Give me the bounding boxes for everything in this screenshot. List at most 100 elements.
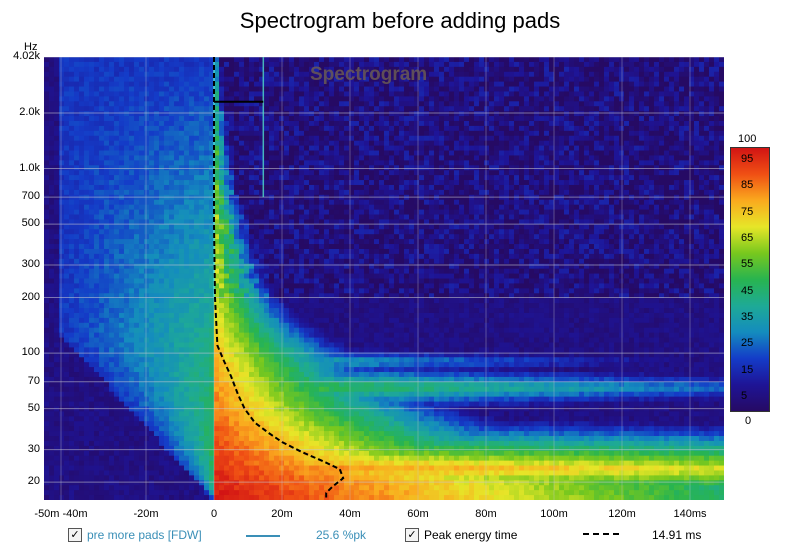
heatmap-cell bbox=[164, 485, 170, 491]
heatmap-cell bbox=[129, 450, 135, 457]
heatmap-cell bbox=[89, 140, 95, 147]
heatmap-cell bbox=[269, 66, 275, 73]
heatmap-cell bbox=[254, 465, 260, 472]
heatmap-cell bbox=[64, 485, 70, 491]
heatmap-cell bbox=[64, 352, 70, 358]
heatmap-cell bbox=[304, 421, 310, 427]
heatmap-cell bbox=[114, 470, 120, 476]
heatmap-cell bbox=[89, 372, 95, 378]
heatmap-cell bbox=[189, 308, 195, 314]
heatmap-cell bbox=[254, 57, 260, 63]
heatmap-cell bbox=[204, 234, 210, 240]
heatmap-cell bbox=[264, 96, 270, 102]
heatmap-cell bbox=[194, 381, 200, 388]
heatmap-cell bbox=[214, 71, 220, 78]
heatmap-cell bbox=[234, 145, 240, 152]
heatmap-cell bbox=[84, 234, 90, 240]
heatmap-cell bbox=[249, 303, 255, 309]
heatmap-cell bbox=[69, 391, 75, 398]
heatmap-cell bbox=[104, 465, 110, 472]
heatmap-cell bbox=[289, 71, 295, 78]
heatmap-cell bbox=[144, 86, 150, 93]
heatmap-cell bbox=[179, 214, 185, 221]
heatmap-cell bbox=[179, 332, 185, 339]
heatmap-cell bbox=[219, 268, 225, 275]
heatmap-cell bbox=[254, 180, 260, 186]
heatmap-cell bbox=[64, 106, 70, 112]
heatmap-cell bbox=[314, 214, 320, 221]
heatmap-cell bbox=[124, 209, 130, 216]
heatmap-cell bbox=[79, 160, 85, 166]
heatmap-cell bbox=[249, 327, 255, 334]
heatmap-cell bbox=[139, 106, 145, 112]
heatmap-cell bbox=[94, 263, 100, 270]
heatmap-cell bbox=[69, 111, 75, 117]
heatmap-cell bbox=[179, 445, 185, 452]
heatmap-cell bbox=[79, 421, 85, 427]
heatmap-cell bbox=[234, 204, 240, 211]
heatmap-cell bbox=[264, 135, 270, 142]
heatmap-cell bbox=[149, 283, 155, 289]
heatmap-cell bbox=[49, 204, 55, 211]
heatmap-cell bbox=[284, 140, 290, 147]
heatmap-cell bbox=[269, 381, 275, 388]
heatmap-cell bbox=[44, 135, 50, 142]
heatmap-cell bbox=[304, 184, 310, 191]
heatmap-cell bbox=[49, 101, 55, 107]
heatmap-cell bbox=[264, 125, 270, 132]
heatmap-cell bbox=[104, 426, 110, 432]
heatmap-cell bbox=[289, 214, 295, 221]
heatmap-cell bbox=[169, 96, 175, 102]
heatmap-cell bbox=[109, 455, 115, 462]
heatmap-cell bbox=[284, 362, 290, 368]
heatmap-cell bbox=[139, 101, 145, 107]
heatmap-cell bbox=[174, 184, 180, 191]
heatmap-cell bbox=[214, 155, 220, 161]
heatmap-cell bbox=[299, 263, 305, 270]
heatmap-cell bbox=[239, 362, 245, 368]
heatmap-cell bbox=[239, 357, 245, 363]
heatmap-cell bbox=[189, 86, 195, 93]
heatmap-cell bbox=[139, 268, 145, 275]
heatmap-cell bbox=[179, 490, 185, 496]
heatmap-cell bbox=[84, 278, 90, 285]
heatmap-cell bbox=[149, 431, 155, 437]
heatmap-cell bbox=[289, 416, 295, 422]
heatmap-cell bbox=[309, 406, 315, 412]
heatmap-cell bbox=[174, 155, 180, 161]
heatmap-cell bbox=[129, 209, 135, 216]
heatmap-cell bbox=[209, 283, 215, 289]
heatmap-cell bbox=[249, 204, 255, 211]
heatmap-cell bbox=[314, 485, 320, 491]
heatmap-cell bbox=[219, 465, 225, 472]
heatmap-cell bbox=[284, 288, 290, 294]
heatmap-cell bbox=[279, 352, 285, 358]
heatmap-cell bbox=[174, 204, 180, 211]
heatmap-cell bbox=[89, 135, 95, 142]
heatmap-cell bbox=[159, 91, 165, 97]
heatmap-cell bbox=[194, 135, 200, 142]
heatmap-cell bbox=[89, 204, 95, 211]
heatmap-cell bbox=[319, 160, 325, 166]
heatmap-cell bbox=[264, 421, 270, 427]
spectrogram-plot[interactable] bbox=[44, 57, 724, 500]
heatmap-cell bbox=[284, 465, 290, 472]
heatmap-cell bbox=[244, 116, 250, 122]
heatmap-cell bbox=[99, 436, 105, 442]
heatmap-cell bbox=[164, 96, 170, 102]
heatmap-cell bbox=[104, 125, 110, 132]
heatmap-cell bbox=[224, 308, 230, 314]
heatmap-cell bbox=[49, 312, 55, 319]
heatmap-cell bbox=[259, 160, 265, 166]
heatmap-cell bbox=[94, 91, 100, 97]
heatmap-cell bbox=[199, 362, 205, 368]
heatmap-cell bbox=[294, 170, 300, 176]
heatmap-cell bbox=[244, 303, 250, 309]
heatmap-cell bbox=[214, 396, 220, 403]
heatmap-cell bbox=[229, 470, 235, 476]
heatmap-cell bbox=[239, 111, 245, 117]
heatmap-cell bbox=[199, 337, 205, 344]
heatmap-cell bbox=[174, 312, 180, 319]
heatmap-cell bbox=[89, 71, 95, 78]
heatmap-cell bbox=[94, 495, 100, 500]
